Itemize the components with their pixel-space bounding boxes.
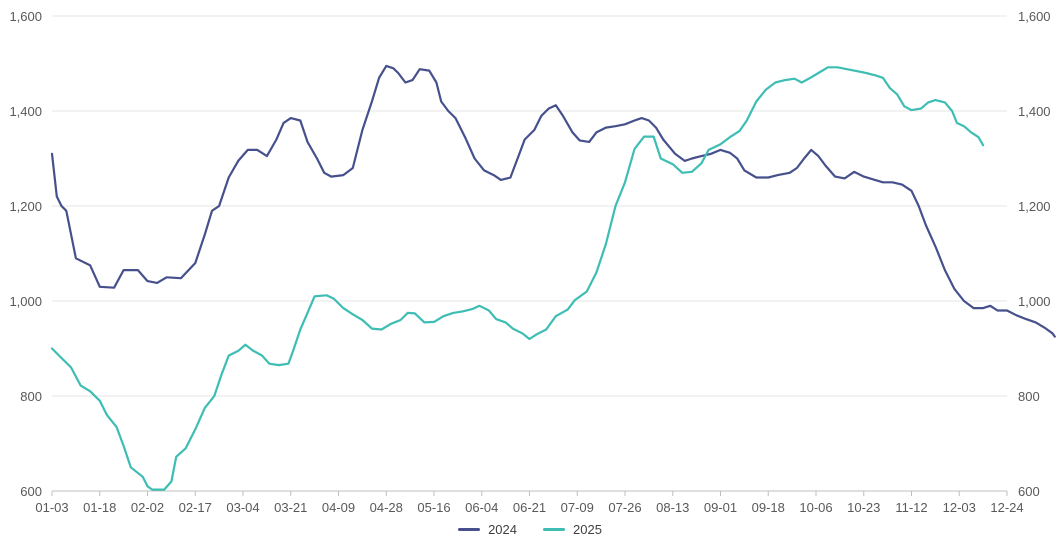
x-tick-label: 04-28	[370, 500, 403, 515]
legend-item-2024[interactable]: 2024	[458, 522, 517, 537]
x-tick-label: 06-04	[465, 500, 498, 515]
y-tick-label-right: 1,400	[1018, 104, 1051, 119]
x-tick-label: 05-16	[417, 500, 450, 515]
x-tick-label: 08-13	[656, 500, 689, 515]
legend-label-2025: 2025	[573, 522, 602, 537]
x-tick-label: 03-21	[274, 500, 307, 515]
x-tick-label: 10-06	[799, 500, 832, 515]
x-tick-label: 02-02	[131, 500, 164, 515]
x-tick-label: 01-03	[35, 500, 68, 515]
y-tick-label-left: 1,600	[9, 9, 42, 24]
y-tick-label-right: 1,000	[1018, 294, 1051, 309]
x-tick-label: 07-09	[561, 500, 594, 515]
x-tick-label: 09-01	[704, 500, 737, 515]
y-tick-label-right: 1,200	[1018, 199, 1051, 214]
series-lines	[50, 64, 1056, 491]
y-tick-label-left: 1,000	[9, 294, 42, 309]
legend-label-2024: 2024	[488, 522, 517, 537]
y-tick-label-left: 1,400	[9, 104, 42, 119]
legend-item-2025[interactable]: 2025	[543, 522, 602, 537]
x-tick-label: 10-23	[847, 500, 880, 515]
legend-swatch-2024	[458, 528, 481, 531]
y-tick-label-right: 800	[1018, 389, 1040, 404]
x-tick-label: 12-24	[990, 500, 1023, 515]
y-tick-label-left: 600	[20, 484, 42, 499]
x-tick-label: 03-04	[226, 500, 259, 515]
x-axis: 01-03 01-18 02-02 02-17 03-04 03-21 04-09 04-28…	[35, 491, 1024, 515]
y-tick-label-right: 1,600	[1018, 9, 1051, 24]
x-tick-label: 02-17	[179, 500, 212, 515]
y-axis-right: 600 800 1,000 1,200 1,400 1,600	[1018, 9, 1051, 499]
x-tick-label: 07-26	[608, 500, 641, 515]
gridlines	[52, 15, 1007, 492]
y-tick-label-left: 800	[20, 389, 42, 404]
x-tick-label: 01-18	[83, 500, 116, 515]
series-line-2024	[50, 64, 1056, 338]
x-tick-label: 11-12	[895, 500, 927, 515]
x-tick-label: 04-09	[322, 500, 355, 515]
y-axis-left: 600 800 1,000 1,200 1,400 1,600	[9, 9, 42, 499]
y-tick-label-left: 1,200	[9, 199, 42, 214]
series-line-2025	[50, 66, 985, 491]
y-tick-label-right: 600	[1018, 484, 1040, 499]
x-tick-label: 12-03	[943, 500, 976, 515]
legend-swatch-2025	[543, 528, 565, 531]
legend: 2024 2025	[0, 522, 1060, 537]
x-tick-label: 09-18	[752, 500, 785, 515]
x-tick-label: 06-21	[513, 500, 546, 515]
